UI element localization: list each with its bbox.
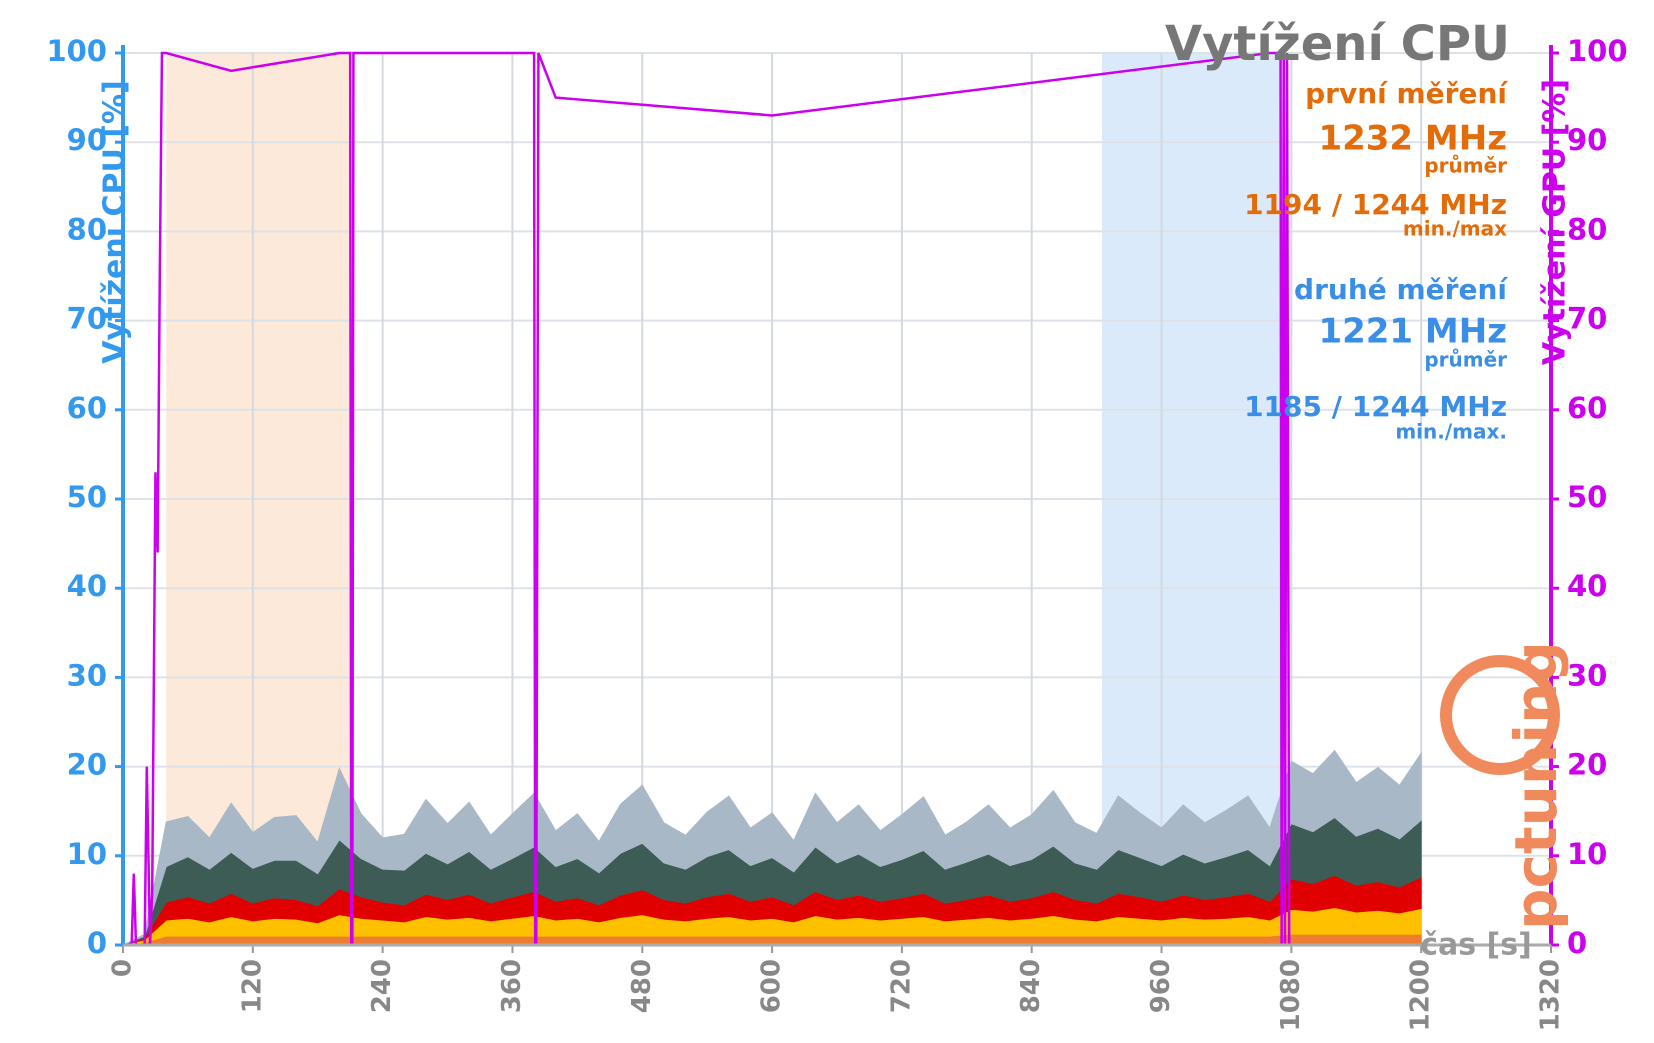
logo: pctuning	[1440, 641, 1570, 930]
annotation: min./max	[1403, 217, 1507, 241]
annotation: 1194 / 1244 MHz	[1244, 188, 1507, 221]
annotation: min./max.	[1395, 420, 1507, 444]
y2-tick-label: 30	[1567, 658, 1607, 692]
y2-tick-label: 80	[1567, 212, 1607, 246]
y2-tick-label: 60	[1567, 391, 1607, 425]
marks-layer	[122, 51, 1422, 947]
y2-tick-label: 40	[1567, 569, 1607, 603]
logo-ring	[1440, 655, 1560, 775]
y-tick-label: 90	[67, 123, 107, 157]
y2-tick-label: 70	[1567, 302, 1607, 336]
y2-axis-title: Vytížení GPU [%]	[1538, 79, 1573, 365]
y2-tick-label: 50	[1567, 480, 1607, 514]
x-tick-label: 720	[886, 959, 916, 1013]
x-tick-label: 480	[627, 959, 657, 1013]
x-tick-label: 1200	[1406, 959, 1436, 1031]
y2-tick-label: 10	[1567, 837, 1607, 871]
y2-tick-label: 0	[1567, 926, 1587, 960]
y-tick-label: 70	[67, 302, 107, 336]
y-tick-label: 80	[67, 212, 107, 246]
y-tick-label: 60	[67, 391, 107, 425]
y-axis-title: Vytížení CPU [%]	[98, 80, 133, 364]
x-tick-label: 1080	[1276, 959, 1306, 1031]
x-tick-label: 960	[1146, 959, 1176, 1013]
annotation: 1185 / 1244 MHz	[1244, 390, 1507, 423]
x-tick-label: 0	[108, 959, 138, 977]
axes-layer: 0 10 20 30 40 50 60 70 80 90 100 0 10 20 30 40 50 60 70 80 9…	[46, 34, 1627, 1031]
cpu-area	[122, 749, 1422, 946]
y-tick-label: 30	[67, 658, 107, 692]
logo-text: pctuning	[1502, 641, 1570, 930]
y2-tick-label: 100	[1567, 34, 1628, 68]
x-tick-label: 1320	[1536, 959, 1566, 1031]
x-tick-label: 120	[237, 959, 267, 1013]
annotation: 1221 MHz	[1318, 312, 1507, 352]
gpu-line	[123, 51, 1422, 947]
y-tick-label: 50	[67, 480, 107, 514]
annotation: první měření	[1305, 77, 1508, 110]
y-tick-label: 10	[67, 837, 107, 871]
annotation: průměr	[1424, 154, 1507, 178]
x-axis-title: čas [s]	[1420, 928, 1532, 963]
x-tick-label: 240	[367, 959, 397, 1013]
annotation: druhé měření	[1294, 273, 1508, 306]
y-tick-label: 20	[67, 748, 107, 782]
x-tick-label: 360	[497, 959, 527, 1013]
chart-title: Vytížení CPU	[1165, 16, 1510, 72]
annotation: 1232 MHz	[1318, 119, 1507, 159]
y2-tick-label: 20	[1567, 748, 1607, 782]
y-tick-label: 40	[67, 569, 107, 603]
y-tick-label: 0	[87, 926, 107, 960]
x-tick-label: 840	[1016, 959, 1046, 1013]
annotation: průměr	[1424, 348, 1507, 372]
y2-tick-label: 90	[1567, 123, 1607, 157]
y-tick-label: 100	[46, 34, 107, 68]
x-tick-label: 600	[757, 959, 787, 1013]
